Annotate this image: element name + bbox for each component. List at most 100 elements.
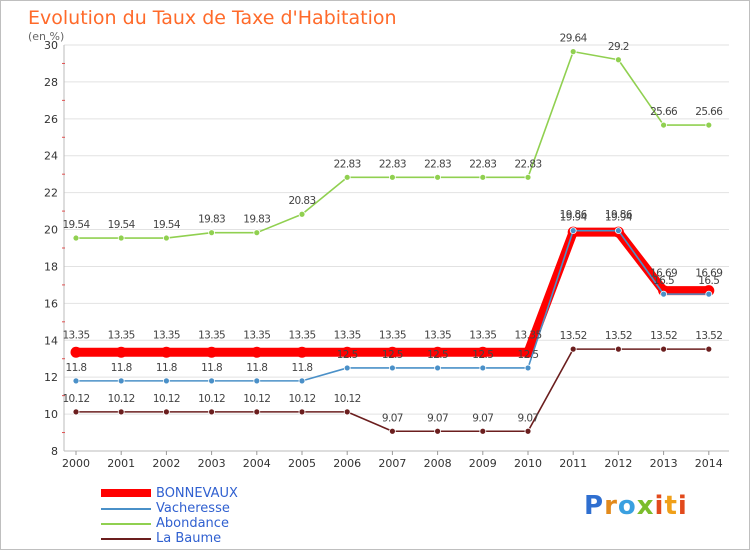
y-tick-label: 10 — [44, 408, 58, 421]
y-tick-label: 26 — [44, 113, 58, 126]
data-point — [479, 364, 487, 372]
data-point — [72, 234, 80, 242]
y-tick-label: 14 — [44, 334, 58, 347]
data-point — [569, 48, 577, 56]
y-tick-label: 22 — [44, 187, 58, 200]
data-point — [522, 346, 534, 358]
data-label: 10.12 — [62, 393, 89, 405]
data-point — [253, 229, 261, 237]
data-point — [569, 345, 577, 353]
data-point — [343, 364, 351, 372]
data-label: 12.5 — [382, 349, 403, 361]
data-label: 12.5 — [337, 349, 358, 361]
data-point — [479, 173, 487, 181]
data-point — [72, 377, 80, 385]
data-label: 16.69 — [695, 268, 722, 280]
data-label: 19.94 — [560, 212, 588, 224]
x-tick-label: 2007 — [378, 457, 406, 470]
data-point — [705, 345, 713, 353]
data-label: 10.12 — [288, 393, 315, 405]
legend-label: Vacheresse — [156, 501, 230, 516]
data-point — [524, 427, 532, 435]
data-label: 13.35 — [469, 329, 496, 341]
x-tick-label: 2005 — [288, 457, 316, 470]
data-point — [117, 408, 125, 416]
data-point — [660, 121, 667, 129]
proxiti-logo: Proxiti — [584, 491, 688, 521]
data-label: 10.12 — [108, 393, 135, 405]
data-point — [615, 56, 622, 64]
data-label: 13.35 — [514, 329, 541, 341]
x-tick-label: 2011 — [559, 457, 587, 470]
data-point — [705, 121, 713, 129]
y-tick-label: 28 — [44, 76, 58, 89]
data-point — [253, 377, 261, 385]
data-label: 13.35 — [243, 329, 270, 341]
data-label: 12.5 — [472, 349, 493, 361]
data-point — [72, 408, 80, 416]
data-point — [479, 427, 487, 435]
data-label: 9.07 — [472, 412, 493, 424]
data-point — [298, 408, 306, 416]
legend-swatch — [101, 523, 151, 525]
data-point — [208, 377, 216, 385]
data-point — [117, 234, 125, 242]
chart-title: Evolution du Taux de Taxe d'Habitation — [28, 7, 397, 29]
data-label: 13.35 — [62, 329, 89, 341]
data-point — [615, 227, 622, 235]
x-tick-label: 2001 — [107, 457, 135, 470]
data-point — [432, 346, 444, 358]
data-point — [434, 173, 442, 181]
data-point — [705, 290, 713, 298]
data-label: 29.64 — [560, 33, 588, 45]
x-tick-label: 2003 — [198, 457, 226, 470]
data-point — [660, 290, 667, 298]
data-point — [296, 346, 308, 358]
data-point — [298, 377, 306, 385]
data-label: 16.5 — [653, 275, 674, 287]
x-tick-label: 2000 — [62, 457, 90, 470]
data-label: 13.35 — [198, 329, 225, 341]
legend-label: Abondance — [156, 516, 229, 531]
data-label: 13.35 — [153, 329, 180, 341]
data-point — [615, 345, 622, 353]
data-label: 13.52 — [605, 330, 632, 342]
data-point — [160, 346, 172, 358]
data-label: 11.8 — [111, 362, 132, 374]
data-label: 13.35 — [288, 329, 315, 341]
data-point — [115, 346, 127, 358]
data-point — [388, 173, 396, 181]
data-point — [162, 408, 170, 416]
y-tick-label: 20 — [44, 224, 58, 237]
data-label: 19.86 — [605, 209, 633, 221]
data-point — [343, 408, 351, 416]
data-point — [388, 364, 396, 372]
data-label: 19.54 — [108, 219, 136, 231]
data-label: 9.07 — [427, 412, 448, 424]
data-label: 12.5 — [427, 349, 448, 361]
data-label: 9.07 — [518, 412, 539, 424]
data-point — [208, 408, 216, 416]
data-point — [343, 173, 351, 181]
data-label: 22.83 — [424, 158, 451, 170]
data-label: 19.94 — [605, 212, 633, 224]
data-label: 13.52 — [560, 330, 587, 342]
x-tick-label: 2014 — [695, 457, 723, 470]
data-point — [434, 427, 442, 435]
data-point — [117, 377, 125, 385]
data-point — [434, 364, 442, 372]
x-tick-label: 2013 — [650, 457, 678, 470]
x-tick-label: 2006 — [333, 457, 361, 470]
data-point — [569, 227, 577, 235]
data-label: 11.8 — [292, 362, 313, 374]
data-label: 11.8 — [246, 362, 267, 374]
data-point — [253, 408, 261, 416]
x-tick-label: 2002 — [152, 457, 180, 470]
y-tick-label: 8 — [51, 445, 58, 458]
data-label: 22.83 — [379, 158, 406, 170]
data-label: 22.83 — [334, 158, 361, 170]
chart-subtitle: (en %) — [28, 30, 65, 43]
legend-item-vacheresse: Vacheresse — [101, 501, 351, 516]
